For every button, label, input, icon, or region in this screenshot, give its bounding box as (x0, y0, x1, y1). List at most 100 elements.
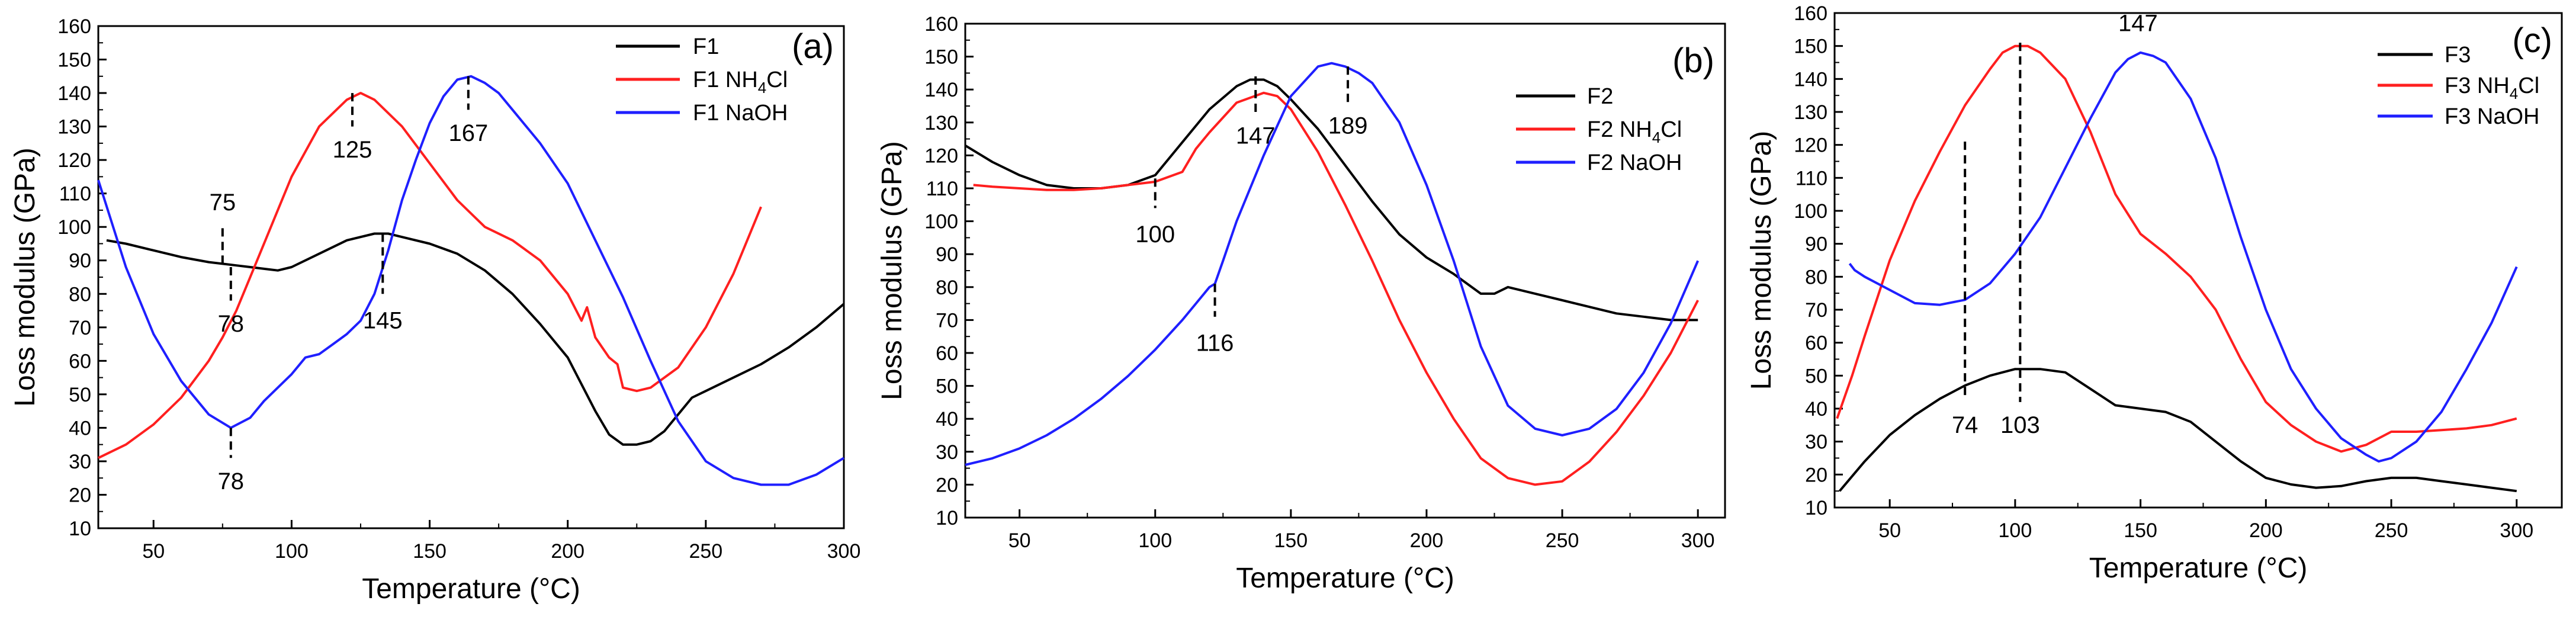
y-axis-title: Loss modulus (GPa) (876, 141, 908, 400)
annotation-label: 78 (218, 311, 245, 337)
y-tick-label: 150 (1794, 36, 1827, 58)
x-tick-label: 100 (1138, 529, 1172, 552)
x-tick-label: 50 (1008, 529, 1031, 552)
annotation-label: 145 (363, 308, 403, 334)
y-tick-label: 150 (57, 49, 91, 72)
annotation-label: 100 (1135, 221, 1175, 248)
x-tick-label: 150 (1274, 529, 1308, 552)
y-tick-label: 140 (924, 79, 958, 101)
y-axis-title: Loss modulus (GPa) (9, 147, 41, 407)
y-tick-label: 80 (69, 283, 91, 306)
x-tick-label: 150 (413, 540, 447, 563)
panel-label: (a) (792, 27, 834, 66)
annotation-label: 189 (1328, 113, 1368, 139)
legend-entry: F2 (1587, 84, 1613, 109)
legend-entry: F3 NaOH (2445, 104, 2539, 129)
series-line-f3-nh4cl (1836, 44, 2517, 453)
series-line-f3-naoh (1848, 51, 2518, 463)
y-tick-label: 80 (936, 277, 958, 299)
y-tick-label: 120 (924, 144, 958, 167)
y-tick-label: 100 (57, 216, 91, 239)
y-tick-label: 160 (1794, 2, 1827, 25)
y-tick-label: 140 (57, 82, 91, 105)
y-tick-label: 130 (924, 112, 958, 134)
y-tick-label: 60 (936, 342, 958, 365)
y-tick-label: 20 (1805, 464, 1827, 486)
panel-label: (c) (2512, 21, 2552, 60)
y-tick-label: 20 (936, 474, 958, 496)
y-tick-label: 90 (69, 250, 91, 272)
x-tick-label: 200 (551, 540, 584, 563)
y-tick-label: 30 (69, 451, 91, 473)
x-axis-title: Temperature (°C) (2089, 553, 2308, 584)
y-tick-label: 100 (924, 211, 958, 233)
y-tick-label: 100 (1794, 200, 1827, 223)
y-tick-label: 110 (59, 183, 91, 205)
annotation-label: 147 (2118, 11, 2158, 37)
panel-c: 10 20 30 40 50 60 70 80 90 100 110 120 130 140 150 160 5… (1746, 2, 2563, 584)
y-tick-label: 160 (57, 15, 91, 38)
y-tick-label: 50 (69, 384, 91, 406)
x-tick-label: 100 (1999, 519, 2032, 542)
y-tick-label: 40 (1805, 398, 1827, 420)
x-tick-label: 150 (2124, 519, 2157, 542)
x-axis-title: Temperature (°C) (1236, 563, 1454, 594)
y-tick-label: 90 (1805, 233, 1827, 256)
y-tick-label: 70 (1805, 299, 1827, 322)
x-tick-label: 50 (142, 540, 165, 563)
y-tick-label: 10 (936, 507, 958, 529)
y-tick-label: 70 (69, 317, 91, 339)
y-tick-label: 60 (69, 350, 91, 372)
y-tick-label: 120 (1794, 134, 1827, 157)
panel-a: 10 20 30 40 50 60 70 80 90 100 110 120 130 140 150 160 5… (9, 15, 860, 605)
x-tick-label: 200 (1410, 529, 1444, 552)
y-tick-label: 120 (57, 149, 91, 172)
x-tick-label: 50 (1878, 519, 1901, 542)
y-tick-label: 80 (1805, 266, 1827, 288)
series-line-f2-nh4cl (973, 91, 1699, 486)
series-line-f2-naoh (965, 62, 1700, 466)
y-tick-label: 160 (924, 13, 958, 36)
x-tick-label: 250 (2375, 519, 2408, 542)
x-tick-label: 100 (275, 540, 309, 563)
legend-entry: F1 NH4Cl (693, 68, 788, 97)
x-tick-label: 300 (2500, 519, 2533, 542)
legend-entry: F1 (693, 34, 719, 59)
annotation-label: 74 (1952, 412, 1978, 438)
y-tick-label: 130 (57, 116, 91, 139)
annotation-label: 78 (218, 468, 245, 494)
annotation-label: 147 (1236, 123, 1276, 149)
y-tick-label: 130 (1794, 101, 1827, 124)
x-axis-title: Temperature (°C) (362, 573, 580, 605)
x-tick-label: 250 (689, 540, 722, 563)
y-tick-label: 110 (1796, 167, 1827, 190)
annotation-label: 167 (448, 120, 488, 146)
legend-entry: F3 NH4Cl (2445, 73, 2539, 102)
y-tick-label: 150 (924, 46, 958, 69)
x-tick-label: 300 (827, 540, 861, 563)
annotation-label: 75 (210, 190, 236, 216)
legend-entry: F1 NaOH (693, 101, 788, 126)
y-tick-label: 70 (936, 309, 958, 332)
y-axis-title: Loss modulus (GPa) (1746, 131, 1777, 390)
y-tick-label: 40 (936, 408, 958, 431)
x-tick-label: 300 (1681, 529, 1715, 552)
series-line-f3 (1838, 368, 2517, 493)
y-tick-label: 20 (69, 484, 91, 506)
y-tick-label: 10 (1805, 497, 1827, 519)
y-tick-label: 10 (69, 518, 91, 540)
series-line-f1-nh4cl (98, 92, 762, 460)
series-line-f1-naoh (97, 75, 845, 486)
legend-entry: F2 NH4Cl (1587, 117, 1682, 146)
panel-label: (b) (1672, 41, 1714, 80)
panel-b: 10 20 30 40 50 60 70 80 90 100 110 120 130 140 150 160 5… (876, 13, 1726, 594)
y-tick-label: 90 (936, 243, 958, 266)
y-tick-label: 30 (936, 441, 958, 464)
y-tick-label: 140 (1794, 68, 1827, 91)
series-line-f1 (106, 232, 845, 446)
annotation-label: 125 (333, 137, 372, 163)
x-tick-label: 200 (2249, 519, 2283, 542)
legend-entry: F2 NaOH (1587, 150, 1682, 175)
y-tick-label: 40 (69, 417, 91, 439)
